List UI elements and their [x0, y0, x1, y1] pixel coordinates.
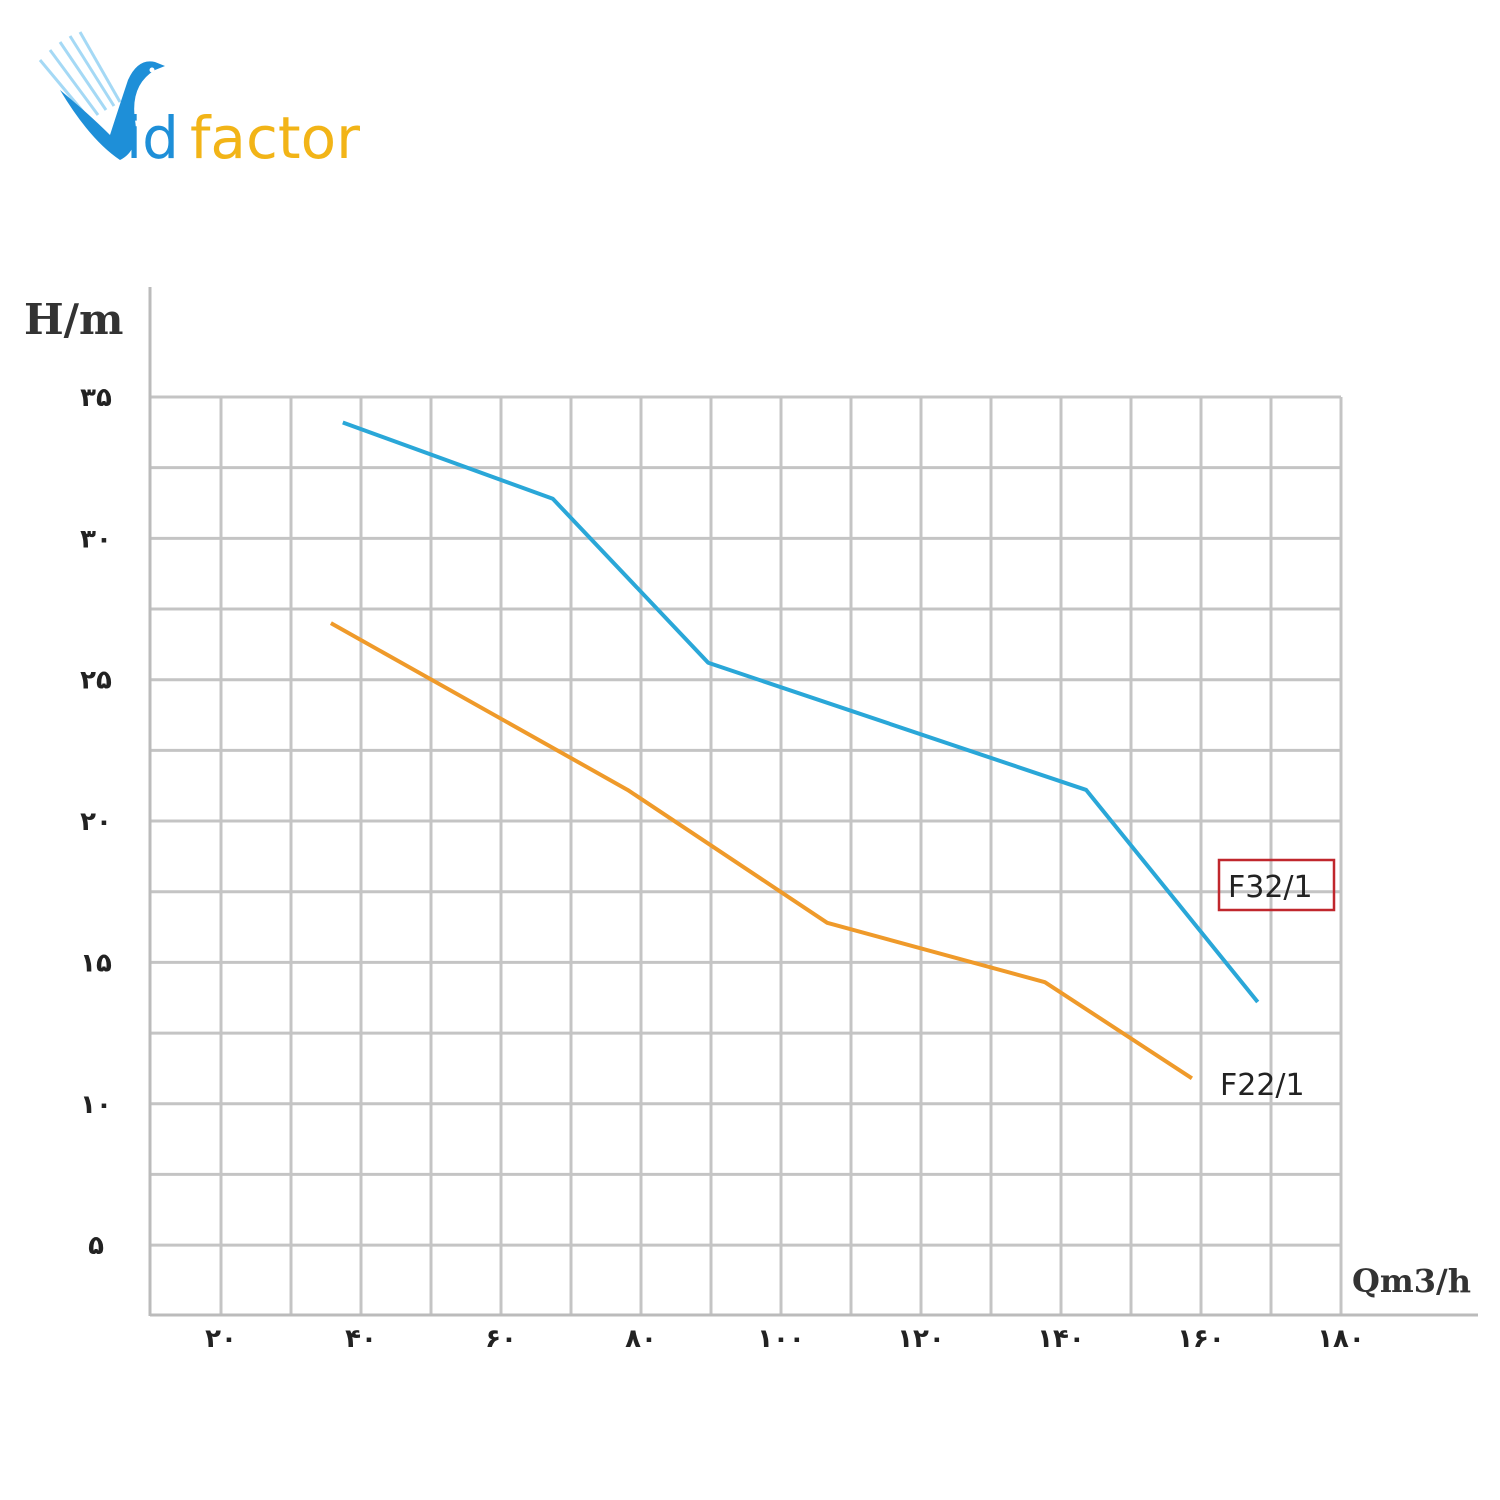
- x-axis-label: Qm3/h: [1352, 1262, 1471, 1300]
- x-tick-label: ۱۸۰: [1317, 1324, 1365, 1354]
- bird-v-icon: [38, 31, 165, 160]
- y-tick-label: ۱۵: [80, 948, 112, 978]
- series-line-f32-1: [342, 420, 1260, 1004]
- vidfactor-logo: id factor: [38, 31, 360, 170]
- x-tick-label: ۲۰: [205, 1324, 237, 1354]
- y-axis-label: H/m: [24, 295, 123, 344]
- y-tick-label: ۳۵: [80, 383, 112, 413]
- y-tick-label: ۵: [88, 1231, 104, 1261]
- y-tick-label: ۲۵: [80, 666, 112, 696]
- y-tick-label: ۳۰: [80, 524, 112, 554]
- x-tick-label: ۶۰: [485, 1324, 517, 1354]
- y-tick-label: ۲۰: [80, 807, 112, 837]
- logo-text-factor: factor: [190, 104, 360, 170]
- y-tick-labels: ۳۵ ۳۰ ۲۵ ۲۰ ۱۵ ۱۰ ۵: [80, 383, 112, 1261]
- y-tick-label: ۱۰: [80, 1090, 112, 1120]
- x-tick-label: ۱۲۰: [897, 1324, 945, 1354]
- series-label-f22: F22/1: [1220, 1068, 1305, 1103]
- x-tick-label: ۱۶۰: [1177, 1324, 1225, 1354]
- x-tick-label: ۱۰۰: [757, 1324, 805, 1354]
- series-label-f32: F32/1: [1228, 870, 1313, 905]
- x-tick-label: ۱۴۰: [1037, 1324, 1085, 1354]
- x-tick-label: ۸۰: [625, 1324, 657, 1354]
- logo-text-id: id: [126, 104, 179, 170]
- x-tick-label: ۴۰: [345, 1324, 377, 1354]
- x-tick-labels: ۲۰ ۴۰ ۶۰ ۸۰ ۱۰۰ ۱۲۰ ۱۴۰ ۱۶۰ ۱۸۰: [205, 1324, 1365, 1354]
- grid: [150, 395, 1343, 1315]
- series-lines: [329, 420, 1260, 1080]
- series-label-box-f32: [1217, 858, 1336, 912]
- series-line-f22-1: [329, 621, 1193, 1080]
